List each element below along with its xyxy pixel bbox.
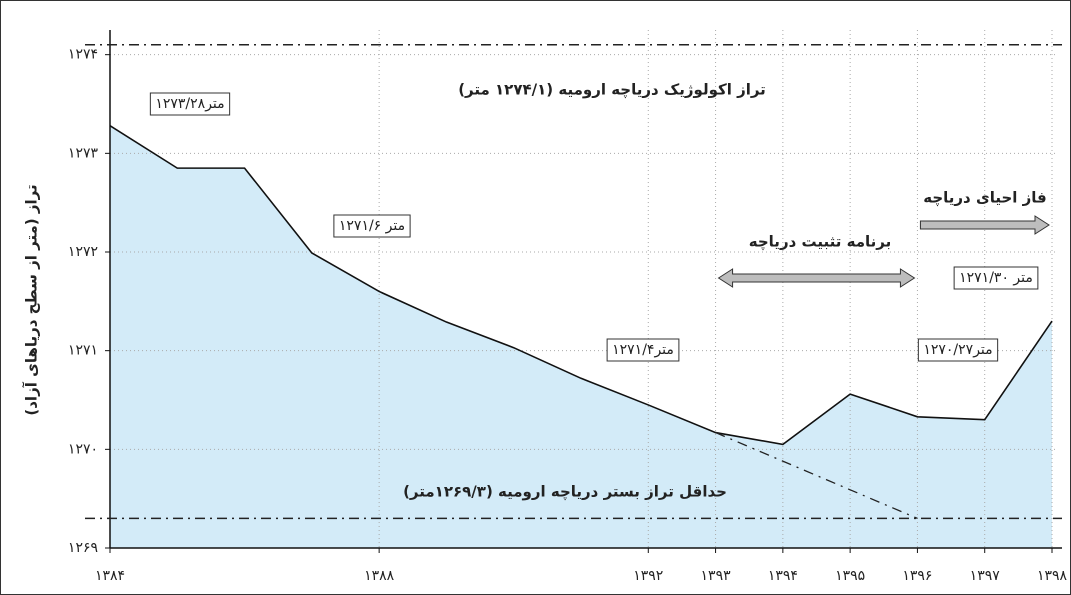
annotation-box [953, 266, 1039, 290]
phase-label: برنامه تثبیت دریاچه [749, 233, 891, 252]
phase-arrow [919, 215, 1050, 235]
x-tick-label: ۱۳۹۵ [835, 568, 865, 584]
x-tick-label: ۱۳۹۷ [970, 568, 1001, 584]
reference-label: تراز اکولوژیک دریاچه ارومیه (۱۲۷۴/۱ متر) [458, 81, 766, 100]
annotation-box [917, 338, 999, 362]
y-tick-label: ۱۲۶۹ [68, 540, 98, 556]
annotation: ۱۲۷۱/۴متر [612, 342, 674, 358]
phase-arrow [717, 268, 916, 288]
annotation: ۱۲۷۰/۲۷متر [923, 342, 992, 358]
annotation-box [333, 214, 411, 238]
x-tick-label: ۱۳۹۴ [768, 568, 798, 584]
annotation: ۱۲۷۳/۲۸متر [155, 96, 224, 112]
x-tick-label: ۱۳۹۸ [1037, 568, 1068, 584]
y-tick-label: ۱۲۷۱ [68, 343, 98, 359]
x-tick-label: ۱۳۹۶ [902, 568, 932, 584]
y-tick-label: ۱۲۷۰ [68, 441, 98, 457]
phase-label: فاز احیای دریاچه [923, 189, 1047, 208]
x-tick-label: ۱۳۸۸ [364, 568, 395, 584]
annotation-box [606, 338, 680, 362]
annotation: ۱۲۷۱/۳۰ متر [959, 270, 1033, 286]
y-axis-label: تراز (متر از سطح دریاهای آزاد) [23, 184, 41, 415]
x-tick-label: ۱۳۹۲ [633, 568, 663, 584]
x-tick-label: ۱۳۸۴ [95, 568, 125, 584]
annotation: ۱۲۷۱/۶ متر [339, 218, 405, 234]
line [109, 125, 1053, 446]
y-tick-label: ۱۲۷۴ [68, 47, 98, 63]
y-tick-label: ۱۲۷۲ [68, 244, 98, 260]
reference-label: حداقل تراز بستر دریاچه ارومیه (۱۲۶۹/۳متر… [403, 483, 727, 502]
area [110, 125, 1052, 548]
y-tick-label: ۱۲۷۳ [68, 145, 99, 161]
annotation-box [149, 92, 231, 116]
x-tick-label: ۱۳۹۳ [701, 568, 732, 584]
